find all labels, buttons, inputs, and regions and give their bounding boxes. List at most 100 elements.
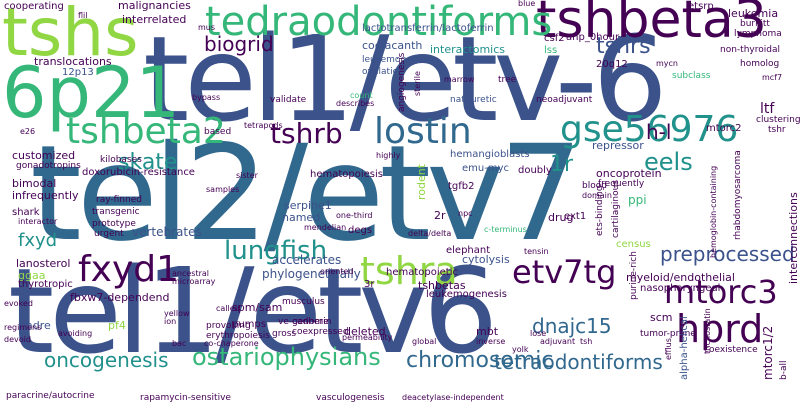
- word-rhabdomyosarcoma: rhabdomyosarcoma: [733, 150, 743, 240]
- word-tshr: tshr: [768, 125, 786, 135]
- word-bac: bac: [172, 339, 187, 348]
- word-interactor: interactor: [18, 217, 58, 226]
- word-malignancies: malignancies: [118, 0, 191, 12]
- word-rapamycin-sensitive: rapamycin-sensitive: [140, 393, 231, 403]
- word-avoiding: avoiding: [58, 329, 93, 338]
- word-provoking: provoking: [206, 321, 251, 331]
- word-20q12: 20q12: [596, 59, 628, 70]
- word-coexpressed: coexpressed: [292, 327, 349, 337]
- word-tshra: tshra: [360, 249, 458, 293]
- word-named: named: [282, 211, 321, 224]
- word-deleted: deleted: [344, 325, 386, 338]
- word-lungfish: lungfish: [224, 236, 328, 266]
- word-etsrp: etsrp: [688, 1, 714, 12]
- word-lactotransferrin: lactotransferrin/lactoferrin: [362, 23, 494, 34]
- word-tel2-etv7: tel2/etv7: [30, 117, 583, 271]
- word-yellow: yellow: [164, 309, 190, 318]
- word-fxyd: fxyd: [18, 230, 58, 251]
- word-tetrapods: tetrapods: [244, 121, 283, 130]
- word-serpine1: serpine1: [284, 199, 332, 212]
- word-ostariophysians: ostariophysians: [192, 343, 381, 371]
- word-c-terminus: c-terminus: [484, 225, 527, 234]
- word-ggaa: ggaa: [18, 269, 46, 282]
- word-phylogenetically: phylogenetically: [262, 267, 361, 281]
- word-ets-binding: ets-binding: [595, 185, 605, 236]
- word-prototype: prototype: [92, 219, 136, 229]
- word-etv7tg: etv7tg: [512, 253, 617, 291]
- word-tshbeta3: tshbeta3: [536, 0, 767, 50]
- word-tumor-prone: tumor-prone: [640, 329, 696, 339]
- word-nasopharyngeal: nasopharyngeal: [640, 283, 721, 294]
- word-gonadotropins: gonadotropins: [16, 161, 81, 171]
- word-tshs: tshs: [2, 0, 139, 71]
- word-translocations: translocations: [34, 55, 112, 68]
- word-biogrid: biogrid: [204, 32, 274, 56]
- word-delta-delta: delta/delta: [408, 229, 452, 238]
- word-2r: 2r: [434, 209, 446, 222]
- word-adjuvant: adjuvant: [540, 337, 576, 346]
- word-alpha-helical: alpha-helical: [679, 316, 690, 380]
- word-tsh: tsh: [580, 337, 593, 346]
- word-tgfb2: tgfb2: [448, 181, 475, 192]
- word-urgent: urgent: [94, 229, 124, 239]
- word-subclass: subclass: [672, 71, 711, 81]
- word-erythropoiesis: erythropoiesis: [206, 331, 270, 341]
- word-eels: eels: [644, 148, 693, 176]
- word-transgenic: transgenic: [92, 207, 140, 217]
- word-spm-sam: spm/sam: [232, 301, 283, 314]
- word-ext1: ext1: [564, 211, 587, 222]
- word-census: census: [616, 239, 651, 250]
- word-cadre: cadre: [20, 319, 51, 332]
- word-shark: shark: [12, 207, 40, 218]
- word-blood: blood: [582, 181, 607, 191]
- word-infrequently: infrequently: [12, 189, 79, 202]
- word-evoked: evoked: [4, 299, 33, 308]
- word-tshrb: tshrb: [270, 117, 343, 150]
- word-mendelian: mendelian: [304, 223, 347, 232]
- word-bypass: bypass: [192, 93, 221, 102]
- word-frequently: frequently: [598, 179, 645, 189]
- word-tshrs: tshrs: [596, 34, 651, 59]
- word-dnajc15: dnajc15: [532, 314, 612, 338]
- word-highly: highly: [376, 151, 401, 160]
- word-1r: 1r: [550, 152, 574, 177]
- word-sterile: sterile: [413, 71, 422, 96]
- word-doubly: doubly: [518, 165, 552, 176]
- word-homolog: homolog: [740, 59, 780, 69]
- word-kilobases: kilobases: [100, 155, 142, 165]
- word-scm: scm: [650, 311, 673, 324]
- word-burkitt: burkitt: [740, 19, 770, 29]
- word-ray-finned: ray-finned: [96, 195, 142, 205]
- word-ancestral: ancestral: [172, 269, 210, 278]
- word-tetraodontiforms: tetraodontiforms: [494, 350, 663, 374]
- word-genome: genome: [292, 317, 329, 327]
- word-neoadjuvant: neoadjuvant: [536, 95, 593, 105]
- word-purine-rich: purine-rich: [629, 251, 639, 300]
- word-natriuretic: natriuretic: [450, 95, 497, 105]
- word-mbt: mbt: [476, 325, 499, 338]
- word-co-chaperone: co-chaperone: [204, 339, 259, 348]
- word-ve-cadherin: ve-cadherin: [278, 317, 332, 327]
- word-tensin: tensin: [524, 247, 549, 256]
- word-validate: validate: [270, 95, 307, 105]
- word-degs: degs: [348, 225, 373, 236]
- word-lanosterol: lanosterol: [16, 257, 71, 270]
- word-b-all: b-all: [779, 360, 789, 380]
- word-hprd: hprd: [676, 307, 764, 351]
- word-interconnections: interconnections: [787, 192, 800, 284]
- word-devoid: devoid: [4, 335, 31, 344]
- word-interrelated: interrelated: [122, 13, 187, 26]
- word-hemoglobin-containing: hemoglobin-containing: [709, 165, 718, 258]
- word-customized: customized: [12, 149, 76, 162]
- word-accelerates: accelerates: [272, 253, 342, 267]
- word-cooperating: cooperating: [4, 1, 64, 12]
- word-mycn: mycn: [656, 59, 678, 68]
- word-describes: describes: [336, 99, 375, 108]
- word-ltf: ltf: [760, 101, 775, 117]
- word-trichostatin: trichostatin: [703, 308, 712, 354]
- word-non-thyroidal: non-thyroidal: [720, 45, 780, 55]
- word-flil: flil: [78, 11, 88, 20]
- word-inverse: inverse: [476, 337, 506, 346]
- word-mtorc3: mtorc3: [664, 273, 778, 311]
- word-called: called: [216, 304, 240, 313]
